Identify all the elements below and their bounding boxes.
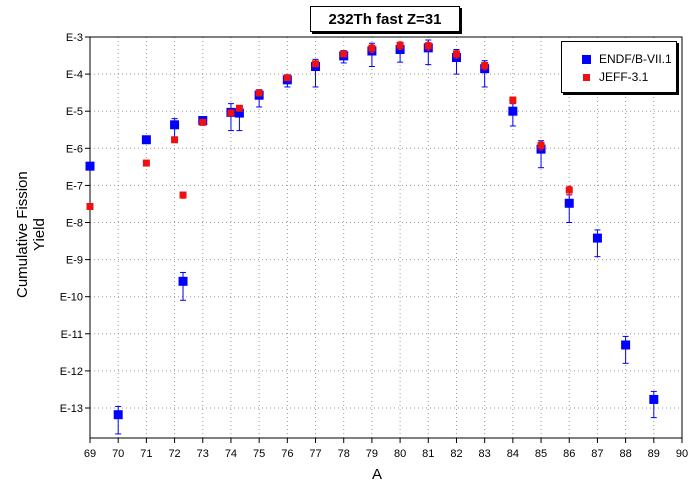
- data-series: [85, 39, 659, 435]
- x-tick-label: 69: [84, 448, 96, 460]
- data-point: [508, 106, 518, 116]
- data-point: [283, 74, 291, 82]
- chart-title-text: 232Th fast Z=31: [328, 10, 442, 28]
- x-tick-label: 71: [140, 448, 152, 460]
- plot-area-frame: [89, 36, 683, 439]
- series-jeff: [86, 41, 573, 210]
- data-point: [86, 202, 94, 210]
- legend-item-jeff: JEFF-3.1: [582, 70, 648, 84]
- data-point: [179, 191, 187, 199]
- data-point: [452, 50, 460, 58]
- data-point: [396, 41, 404, 49]
- x-tick-label: 74: [225, 448, 237, 460]
- data-point: [142, 159, 150, 167]
- x-tick-label: 76: [281, 448, 293, 460]
- x-tick-label: 83: [479, 448, 491, 460]
- x-tick-label: 90: [676, 448, 688, 460]
- x-tick-label: 81: [422, 448, 434, 460]
- data-point: [171, 136, 179, 144]
- y-tick-label: E-7: [66, 180, 83, 192]
- data-point: [235, 104, 243, 112]
- x-axis-label: A: [372, 466, 383, 483]
- legend-label-endf: ENDF/B-VII.1: [599, 52, 672, 66]
- x-tick-label: 73: [197, 448, 209, 460]
- data-point: [170, 120, 180, 130]
- data-point: [255, 89, 263, 97]
- legend-swatch-jeff: [583, 73, 590, 81]
- axis-ticks: 69 70 71 72 73 74 75 76 77 78 79 80 81 82 83 84 85 86 87 88…: [60, 32, 688, 460]
- legend: ENDF/B-VII.1 JEFF-3.1: [561, 41, 677, 93]
- y-tick-label: E-5: [66, 106, 83, 118]
- data-point: [227, 109, 235, 117]
- legend-swatch-endf: [582, 54, 591, 64]
- y-tick-label: E-4: [66, 69, 83, 81]
- y-tick-label: E-8: [66, 218, 83, 230]
- x-tick-label: 85: [535, 448, 547, 460]
- data-point: [113, 410, 123, 420]
- y-tick-label: E-10: [60, 292, 83, 304]
- data-point: [649, 394, 659, 404]
- chart-title: 232Th fast Z=31: [310, 6, 460, 32]
- legend-label-jeff: JEFF-3.1: [599, 70, 649, 84]
- data-point: [312, 60, 320, 68]
- y-tick-label: E-6: [66, 143, 83, 155]
- x-tick-label: 78: [338, 448, 350, 460]
- x-tick-label: 72: [168, 448, 180, 460]
- y-tick-label: E-12: [60, 366, 83, 378]
- data-point: [178, 276, 188, 286]
- data-point: [234, 108, 244, 118]
- x-tick-label: 88: [619, 448, 631, 460]
- data-point: [621, 340, 631, 350]
- y-axis-label: Cumulative Fission Yield: [14, 171, 48, 299]
- x-tick-label: 79: [366, 448, 378, 460]
- data-point: [424, 42, 432, 50]
- y-tick-label: E-3: [66, 32, 83, 44]
- x-tick-label: 80: [394, 448, 406, 460]
- x-tick-label: 77: [309, 448, 321, 460]
- x-tick-label: 87: [591, 448, 603, 460]
- data-point: [509, 96, 517, 104]
- data-point: [481, 62, 489, 70]
- legend-item-endf: ENDF/B-VII.1: [582, 52, 672, 66]
- y-tick-label: E-9: [66, 255, 83, 267]
- data-point: [85, 161, 95, 171]
- x-tick-label: 75: [253, 448, 265, 460]
- data-point: [592, 233, 602, 243]
- gridlines: [90, 36, 682, 438]
- data-point: [537, 141, 545, 149]
- data-point: [565, 186, 573, 194]
- data-point: [199, 118, 207, 126]
- series-endf: [85, 39, 659, 435]
- data-point: [564, 198, 574, 208]
- x-tick-label: 86: [563, 448, 575, 460]
- data-point: [368, 44, 376, 52]
- x-tick-label: 70: [112, 448, 124, 460]
- x-tick-label: 82: [450, 448, 462, 460]
- data-point: [141, 135, 151, 145]
- x-tick-label: 84: [507, 448, 519, 460]
- y-tick-label: E-13: [60, 403, 83, 415]
- data-point: [340, 50, 348, 58]
- x-tick-label: 89: [648, 448, 660, 460]
- y-tick-label: E-11: [61, 329, 83, 341]
